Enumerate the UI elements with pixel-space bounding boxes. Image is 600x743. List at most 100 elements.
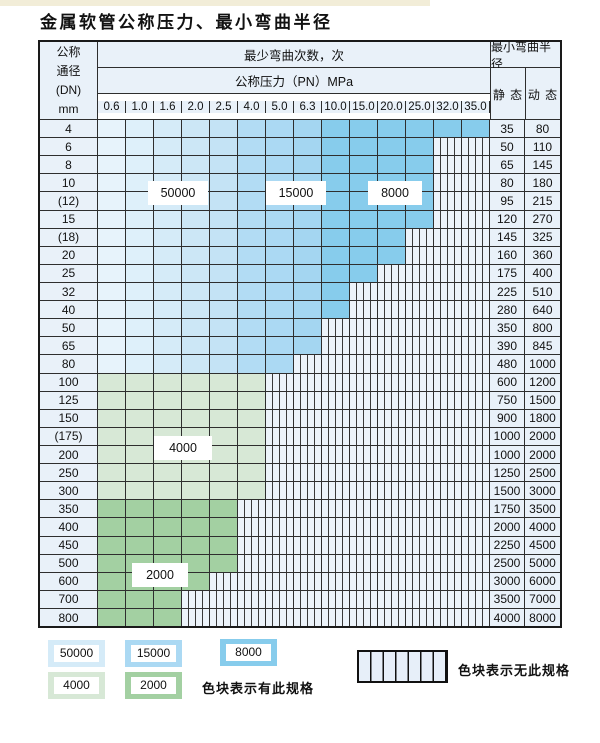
legend-swatch: 50000	[48, 640, 105, 667]
spec-available-cell	[238, 464, 266, 482]
spec-unavailable-cell	[266, 427, 294, 445]
dynamic-radius-value: 8000	[525, 608, 560, 627]
spec-available-cell	[294, 120, 322, 138]
spec-available-cell	[154, 590, 182, 608]
spec-available-cell	[266, 319, 294, 337]
spec-available-cell	[154, 282, 182, 301]
spec-available-cell	[238, 174, 266, 192]
spec-unavailable-cell	[462, 319, 490, 337]
legend-swatch: 15000	[125, 640, 182, 667]
spec-available-cell	[238, 427, 266, 445]
spec-unavailable-cell	[350, 409, 378, 427]
spec-available-cell	[210, 246, 238, 264]
spec-unavailable-cell	[434, 246, 462, 264]
spec-available-cell	[238, 337, 266, 355]
spec-available-cell	[266, 264, 294, 282]
static-radius-value: 35	[490, 120, 525, 138]
table-row: 100 600 1200	[40, 373, 560, 392]
spec-unavailable-cell	[406, 228, 434, 246]
scan-edge-strip	[0, 0, 430, 6]
spec-unavailable-cell	[462, 572, 490, 590]
spec-unavailable-cell	[350, 373, 378, 391]
spec-available-cell	[378, 120, 406, 138]
dn-value: (12)	[40, 192, 98, 210]
spec-available-cell	[98, 572, 126, 590]
spec-available-cell	[154, 536, 182, 554]
dn-value: 65	[40, 337, 98, 355]
dn-value: 400	[40, 518, 98, 536]
spec-unavailable-cell	[434, 337, 462, 355]
spec-unavailable-cell	[406, 391, 434, 409]
spec-available-cell	[322, 156, 350, 174]
spec-available-cell	[210, 500, 238, 518]
spec-unavailable-cell	[378, 373, 406, 391]
cycle-count-label: 4000	[154, 436, 212, 460]
table-row: 450 2250 4500	[40, 536, 560, 555]
spec-available-cell	[210, 156, 238, 174]
spec-available-cell	[350, 156, 378, 174]
spec-unavailable-cell	[462, 337, 490, 355]
pressure-column-header: 15.0	[350, 101, 378, 113]
spec-available-cell	[182, 464, 210, 482]
spec-available-cell	[182, 337, 210, 355]
spec-unavailable-cell	[406, 282, 434, 301]
dynamic-radius-value: 215	[525, 192, 560, 210]
spec-unavailable-cell	[322, 572, 350, 590]
spec-available-cell	[210, 391, 238, 409]
table-row: 300 1500 3000	[40, 482, 560, 501]
spec-unavailable-cell	[378, 482, 406, 500]
spec-unavailable-cell	[406, 301, 434, 319]
table-row: 600 3000 6000	[40, 572, 560, 591]
spec-available-cell	[210, 210, 238, 228]
static-radius-value: 160	[490, 246, 525, 264]
spec-available-cell	[126, 210, 154, 228]
spec-available-cell	[154, 246, 182, 264]
spec-available-cell	[210, 301, 238, 319]
dynamic-radius-value: 4500	[525, 536, 560, 554]
spec-available-cell	[182, 138, 210, 156]
spec-unavailable-cell	[406, 590, 434, 608]
dynamic-radius-value: 1500	[525, 391, 560, 409]
spec-available-cell	[98, 554, 126, 572]
dynamic-radius-value: 2000	[525, 445, 560, 464]
spec-available-cell	[238, 282, 266, 301]
table-row: 250 1250 2500	[40, 464, 560, 483]
cycle-count-label: 15000	[266, 181, 326, 205]
dn-value: 50	[40, 319, 98, 337]
dn-value: 20	[40, 246, 98, 264]
spec-unavailable-cell	[294, 554, 322, 572]
spec-unavailable-cell	[238, 536, 266, 554]
spec-unavailable-cell	[462, 427, 490, 445]
spec-unavailable-cell	[462, 391, 490, 409]
legend-swatch: 8000	[220, 639, 277, 666]
spec-available-cell	[154, 391, 182, 409]
dn-value: (18)	[40, 228, 98, 246]
spec-unavailable-cell	[182, 590, 210, 608]
table-row: 500 2500 5000	[40, 554, 560, 573]
spec-available-cell	[98, 337, 126, 355]
no-spec-hatch-swatch	[357, 650, 448, 683]
spec-unavailable-cell	[378, 301, 406, 319]
static-radius-value: 390	[490, 337, 525, 355]
spec-available-cell	[154, 228, 182, 246]
spec-unavailable-cell	[322, 391, 350, 409]
spec-available-cell	[238, 482, 266, 500]
spec-available-cell	[126, 282, 154, 301]
spec-unavailable-cell	[406, 373, 434, 391]
spec-unavailable-cell	[406, 264, 434, 282]
spec-available-cell	[406, 156, 434, 174]
static-radius-value: 1750	[490, 500, 525, 518]
spec-unavailable-cell	[378, 282, 406, 301]
dn-header-line: mm	[58, 102, 79, 116]
table-row: (175) 1000 2000	[40, 427, 560, 446]
dynamic-radius-value: 800	[525, 319, 560, 337]
pressure-column-header: 35.0	[462, 101, 490, 113]
dn-value: 600	[40, 572, 98, 590]
static-radius-value: 1500	[490, 482, 525, 500]
spec-available-cell	[154, 355, 182, 373]
spec-unavailable-cell	[434, 282, 462, 301]
spec-unavailable-cell	[322, 518, 350, 536]
spec-unavailable-cell	[462, 156, 490, 174]
spec-unavailable-cell	[238, 590, 266, 608]
table-row: 350 1750 3500	[40, 500, 560, 519]
